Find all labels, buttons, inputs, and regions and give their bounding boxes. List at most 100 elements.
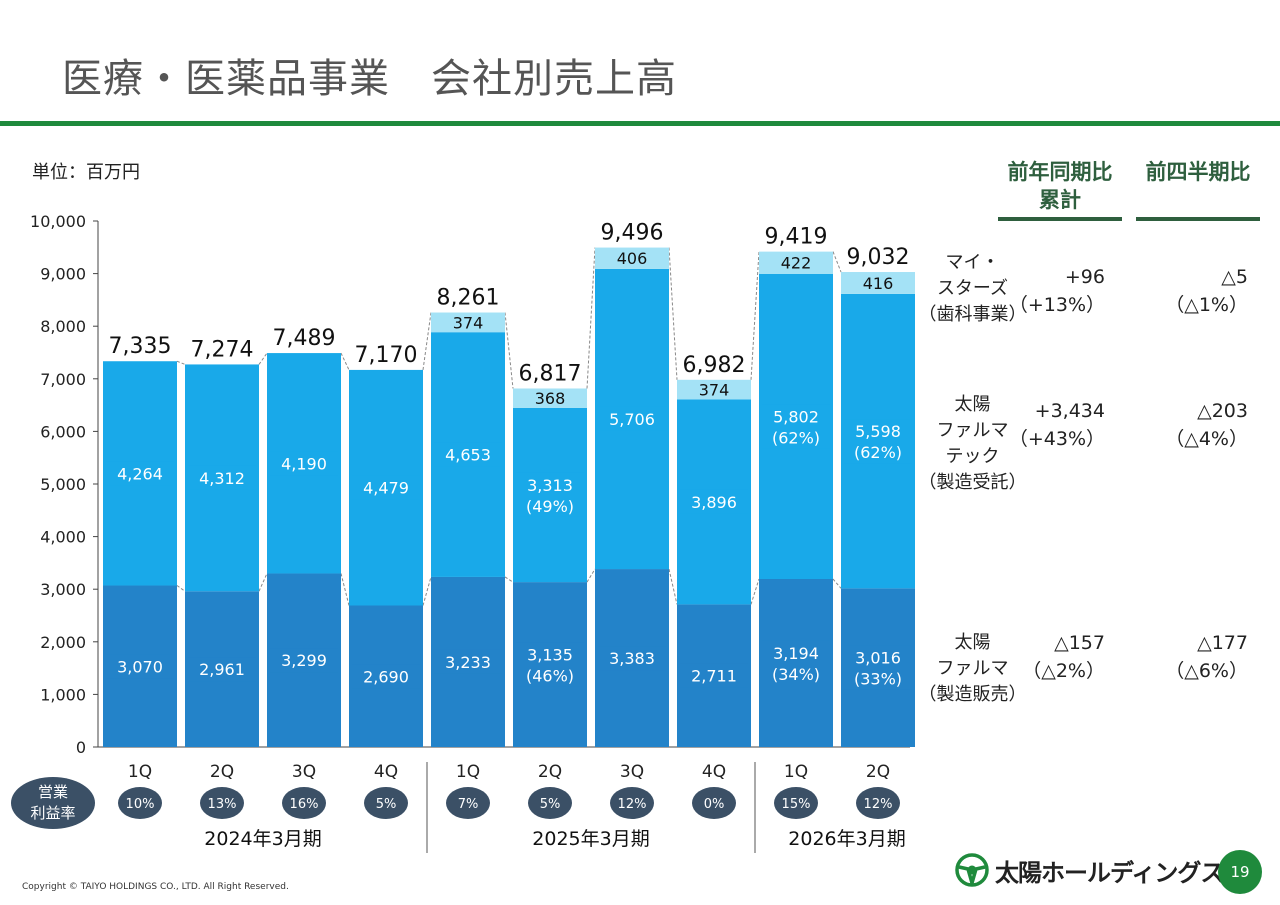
bottom-connector-line [832, 578, 842, 589]
segment-label-mystars: マイ・ スターズ （歯科事業） [915, 250, 1030, 328]
segment-label-line: マイ・ [945, 252, 1000, 273]
qoq-pharma: △177 （△6%） [1108, 629, 1248, 685]
margin-row-label: 営業 [38, 783, 68, 801]
total-connector-line [750, 251, 760, 380]
segment-label-line: ファルマ [936, 420, 1009, 441]
segment-label-line: スターズ [936, 278, 1009, 299]
total-connector-line [422, 312, 432, 370]
margin-pill [692, 787, 736, 819]
segment-label-line: （製造販売） [918, 684, 1027, 705]
margin-pill-label: 15% [782, 797, 811, 812]
margin-pill [118, 787, 162, 819]
yoy-pharmatech: +3,434 （+43%） [975, 397, 1105, 453]
yoy-pharma: △157 （△2%） [975, 629, 1105, 685]
bar-mystars-label: 406 [617, 249, 648, 268]
bar-pharmatech-label: 3,896 [691, 493, 737, 512]
bar-pharma-label: 3,194 [773, 644, 819, 663]
qoq-pharmatech: △203 （△4%） [1108, 397, 1248, 453]
x-tick-label: 1Q [456, 762, 480, 782]
bar-pharmatech-label-box [680, 489, 748, 514]
qoq-mystars: △5 （△1%） [1108, 263, 1248, 319]
total-connector-line [504, 312, 514, 389]
margin-pill [774, 787, 818, 819]
yoy-header-line1: 前年同期比 [1007, 160, 1113, 184]
bar-pharmatech-label: (62%) [772, 428, 820, 447]
copyright-footer: Copyright © TAIYO HOLDINGS CO., LTD. All… [22, 882, 289, 892]
margin-pill-label: 0% [704, 797, 725, 812]
yoy-amount: +96 [1064, 266, 1105, 288]
bar-pharmatech-label: (49%) [526, 497, 574, 516]
total-connector-line [258, 352, 268, 365]
y-tick-label: 4,000 [40, 528, 86, 547]
bar-pharma-label: (34%) [772, 665, 820, 684]
x-tick-label: 4Q [374, 762, 398, 782]
bar-pharma-label: 3,383 [609, 649, 655, 668]
qoq-amount: △5 [1221, 266, 1248, 288]
bar-pharmatech-label-box [188, 465, 256, 490]
y-tick-label: 8,000 [40, 317, 86, 336]
logo-text: 太陽ホールディングス [995, 858, 1224, 887]
bar-mystars [677, 379, 751, 400]
bar-mystars [431, 312, 505, 333]
bar-pharma-label-box [516, 642, 584, 687]
segment-label-line: 太陽 [954, 394, 991, 415]
bar-total-label: 9,419 [765, 225, 828, 250]
bar-pharmatech-label-box [352, 475, 420, 500]
yoy-percent: （△2%） [1022, 660, 1105, 682]
bar-pharma-label-box [680, 663, 748, 688]
title-divider [0, 121, 1280, 126]
segment-label-line: 太陽 [954, 632, 991, 653]
fiscal-year-label: 2026年3月期 [788, 828, 905, 850]
margin-pill-label: 12% [864, 797, 893, 812]
bar-total-label: 8,261 [437, 286, 500, 311]
company-logo: 太陽ホールディングス [955, 852, 1224, 888]
total-connector-line [176, 360, 186, 365]
bar-total-label: 7,335 [109, 334, 172, 359]
page-number: 19 [1218, 850, 1262, 894]
margin-pill-label: 16% [290, 797, 319, 812]
bar-total-label: 6,817 [519, 361, 582, 386]
sun-logo-icon [955, 853, 989, 887]
qoq-percent: （△1%） [1165, 294, 1248, 316]
margin-pill-label: 12% [618, 797, 647, 812]
qoq-header-underline [1136, 217, 1260, 221]
bar-pharma-label: 3,070 [117, 657, 163, 676]
y-tick-label: 2,000 [40, 633, 86, 652]
margin-pill [446, 787, 490, 819]
bar-total-label: 7,170 [355, 343, 418, 368]
bar-mystars-label: 374 [699, 381, 730, 400]
segment-label-line: （製造受託） [918, 472, 1027, 493]
yoy-header: 前年同期比 累計 [995, 158, 1125, 214]
x-tick-label: 1Q [784, 762, 808, 782]
x-tick-label: 2Q [210, 762, 234, 782]
margin-pill [364, 787, 408, 819]
x-tick-label: 2Q [866, 762, 890, 782]
bar-mystars-label: 374 [453, 313, 484, 332]
bar-pharmatech-label-box [598, 406, 666, 431]
bar-pharma-label-box [598, 646, 666, 671]
bar-pharma-label: (33%) [854, 670, 902, 689]
y-tick-label: 5,000 [40, 475, 86, 494]
fiscal-year-label: 2024年3月期 [204, 828, 321, 850]
margin-pill-label: 5% [540, 797, 561, 812]
segment-label-pharma: 太陽 ファルマ （製造販売） [915, 630, 1030, 708]
qoq-percent: （△6%） [1165, 660, 1248, 682]
margin-pill [528, 787, 572, 819]
bar-pharmatech-label-box [106, 461, 174, 486]
margin-pill-label: 13% [208, 797, 237, 812]
bar-pharma-label: 3,135 [527, 646, 573, 665]
bottom-connector-line [504, 576, 514, 583]
bar-pharma-label: 3,016 [855, 649, 901, 668]
bar-pharmatech-label: (62%) [854, 443, 902, 462]
x-tick-label: 3Q [620, 762, 644, 782]
bottom-connector-line [668, 568, 678, 605]
bottom-connector-line [422, 576, 432, 606]
total-connector-line [832, 251, 842, 273]
bar-pharmatech-label: 3,313 [527, 476, 573, 495]
x-tick-label: 2Q [538, 762, 562, 782]
bottom-connector-line [176, 585, 186, 592]
bar-pharmatech-label-box [762, 404, 830, 449]
bar-total-label: 9,496 [601, 221, 664, 246]
yoy-mystars: +96 （+13%） [975, 263, 1105, 319]
total-connector-line [668, 247, 678, 380]
